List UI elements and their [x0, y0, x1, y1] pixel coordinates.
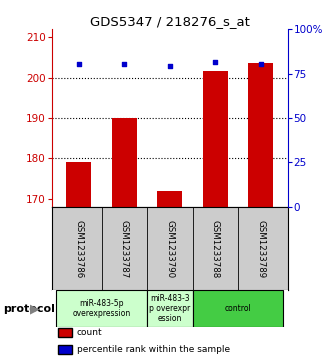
- Text: GSM1233789: GSM1233789: [256, 220, 265, 278]
- Bar: [66, 162, 91, 207]
- Text: GSM1233788: GSM1233788: [211, 220, 220, 278]
- Bar: [248, 64, 273, 207]
- Point: [167, 62, 172, 68]
- Text: GSM1233787: GSM1233787: [120, 220, 129, 278]
- Point: [76, 61, 82, 67]
- Text: control: control: [225, 304, 251, 313]
- Point: [122, 61, 127, 67]
- Bar: [157, 191, 182, 207]
- Text: ▶: ▶: [30, 302, 40, 315]
- Text: protocol: protocol: [3, 303, 55, 314]
- Title: GDS5347 / 218276_s_at: GDS5347 / 218276_s_at: [90, 15, 250, 28]
- Bar: [147, 290, 192, 327]
- Bar: [203, 72, 228, 207]
- Text: GSM1233786: GSM1233786: [74, 220, 83, 278]
- Bar: [56, 290, 147, 327]
- Point: [213, 59, 218, 65]
- Text: count: count: [77, 329, 102, 337]
- Text: GSM1233790: GSM1233790: [165, 220, 174, 278]
- Bar: [192, 290, 283, 327]
- Text: miR-483-5p
overexpression: miR-483-5p overexpression: [73, 299, 131, 318]
- Bar: [112, 118, 137, 207]
- Point: [258, 61, 263, 67]
- Text: percentile rank within the sample: percentile rank within the sample: [77, 345, 230, 354]
- Text: miR-483-3
p overexpr
ession: miR-483-3 p overexpr ession: [149, 294, 190, 323]
